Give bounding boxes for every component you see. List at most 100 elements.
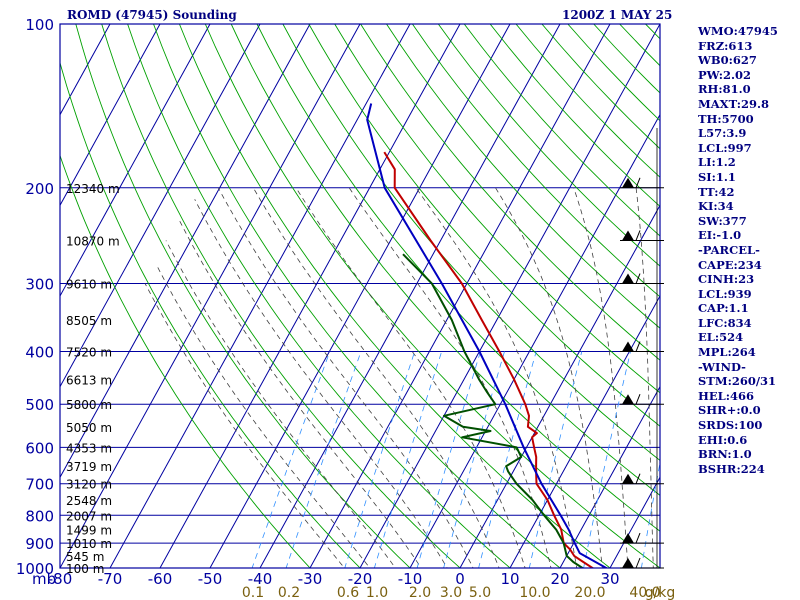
- isotherm-line: [409, 113, 660, 568]
- mixing-ratio-line: [443, 351, 505, 568]
- mixing-ratio-line: [583, 351, 631, 568]
- index-item: FRZ:613: [698, 38, 753, 53]
- index-item: -WIND-: [698, 359, 746, 374]
- parcel-path: [366, 103, 609, 568]
- index-item: SHR+:0.0: [698, 403, 761, 418]
- wind-barb: [620, 532, 664, 544]
- index-item: RH:81.0: [698, 82, 751, 97]
- wind-barb: [620, 557, 664, 569]
- isotherm-line: [259, 24, 561, 568]
- height-label: 100 m: [66, 562, 104, 576]
- mixing-ratio-label: 5.0: [469, 585, 491, 600]
- index-item: HEL:466: [698, 388, 754, 403]
- dry-adiabat-line: [178, 24, 611, 568]
- index-item: EHI:0.6: [698, 432, 748, 447]
- mixing-ratio-label: 0.1: [242, 585, 264, 600]
- isotherm-line: [209, 24, 511, 568]
- pressure-tick-label: 400: [25, 344, 54, 362]
- moist-adiabat-line: [635, 187, 654, 568]
- mixing-ratio-label: 0.6: [337, 585, 359, 600]
- height-label: 1010 m: [66, 537, 112, 551]
- isotherm-line: [60, 24, 361, 568]
- isotherm-line: [509, 294, 660, 568]
- dry-adiabat-line: [334, 24, 660, 394]
- index-item: L57:3.9: [698, 126, 747, 141]
- mixing-ratio-line: [373, 351, 443, 568]
- wind-barb-column: [620, 128, 664, 569]
- index-item: EL:524: [698, 330, 744, 345]
- index-item: LI:1.2: [698, 155, 736, 170]
- index-item: WMO:47945: [698, 24, 778, 38]
- isotherm-line: [60, 24, 261, 388]
- temperature-tick-label: 10: [500, 570, 519, 588]
- mixing-ratio-line: [344, 351, 416, 568]
- dry-adiabat-line: [60, 154, 311, 568]
- height-label: 3120 m: [66, 478, 112, 492]
- height-label: 10870 m: [66, 234, 120, 248]
- temperature-tick-label: -40: [248, 570, 273, 588]
- mixing-ratio-label: 40.0: [629, 585, 660, 600]
- index-item: CINH:23: [698, 272, 755, 287]
- height-label: 2007 m: [66, 509, 112, 523]
- height-label: 5050 m: [66, 421, 112, 435]
- wind-barb: [620, 473, 664, 485]
- dry-adiabat-line: [386, 24, 660, 329]
- moist-adiabat-line: [348, 187, 552, 568]
- mixing-ratio-label: 3.0: [440, 585, 462, 600]
- pressure-tick-label: 600: [25, 439, 54, 457]
- isotherm-line: [159, 24, 461, 568]
- index-item: SRDS:100: [698, 418, 763, 433]
- height-label: 545 m: [66, 550, 104, 564]
- pressure-tick-label: 500: [25, 396, 54, 414]
- height-label: 12340 m: [66, 182, 120, 196]
- mixing-ratio-line: [478, 351, 537, 568]
- moist-adiabat-line: [179, 220, 422, 568]
- isotherm-line: [60, 24, 311, 479]
- mixing-ratio-label: 10.0: [519, 585, 550, 600]
- isotherm-line: [109, 24, 411, 568]
- isotherm-line: [309, 24, 611, 568]
- station-title: ROMD (47945) Sounding: [67, 8, 237, 22]
- pressure-tick-label: 300: [25, 276, 54, 294]
- index-item: LFC:834: [698, 315, 752, 330]
- wind-barb: [620, 230, 664, 241]
- sounding-profiles: [366, 103, 609, 568]
- pressure-tick-label: 200: [25, 180, 54, 198]
- temperature-tick-label: -30: [298, 570, 323, 588]
- temperature-tick-label: -20: [348, 570, 373, 588]
- isotherm-line: [60, 24, 211, 298]
- index-item: KI:34: [698, 199, 734, 214]
- dry-adiabat-line: [153, 24, 561, 568]
- moist-adiabat-line: [194, 199, 448, 568]
- mixing-ratio-label: 2.0: [409, 585, 431, 600]
- isotherm-line: [359, 24, 660, 568]
- temperature-tick-label: 0: [455, 570, 465, 588]
- index-item: CAP:1.1: [698, 301, 749, 316]
- stability-indices-panel: WMO:47945 FRZ:613 WB0:627 PW:2.02 RH:81.0 MAX…: [698, 24, 778, 476]
- pressure-tick-label: 1000: [16, 560, 54, 578]
- dry-adiabat-line: [412, 24, 660, 298]
- index-item: TT:42: [698, 184, 735, 199]
- wind-barb: [620, 341, 664, 353]
- dry-adiabat-line: [360, 24, 660, 361]
- dry-adiabat-line: [308, 24, 660, 427]
- dry-adiabat-line: [101, 24, 461, 568]
- wind-barb: [620, 177, 664, 189]
- dry-adiabat-line: [230, 24, 660, 532]
- moist-adiabat-line: [217, 187, 474, 568]
- dewpoint-profile: [402, 253, 585, 568]
- moist-adiabat-line: [144, 283, 345, 568]
- pressure-tick-label: 100: [25, 16, 54, 34]
- index-item: LCL:939: [698, 286, 752, 301]
- temperature-tick-label: 30: [600, 570, 619, 588]
- plot-frame: [59, 23, 661, 569]
- index-item: EI:-1.0: [698, 228, 742, 243]
- mixing-ratio-line: [640, 460, 660, 568]
- index-item: -PARCEL-: [698, 242, 760, 257]
- index-item: MPL:264: [698, 345, 756, 360]
- temperature-tick-label: -50: [198, 570, 223, 588]
- height-label: 9610 m: [66, 278, 112, 292]
- dry-adiabat-line: [127, 24, 511, 568]
- dry-adiabat-line: [75, 24, 411, 568]
